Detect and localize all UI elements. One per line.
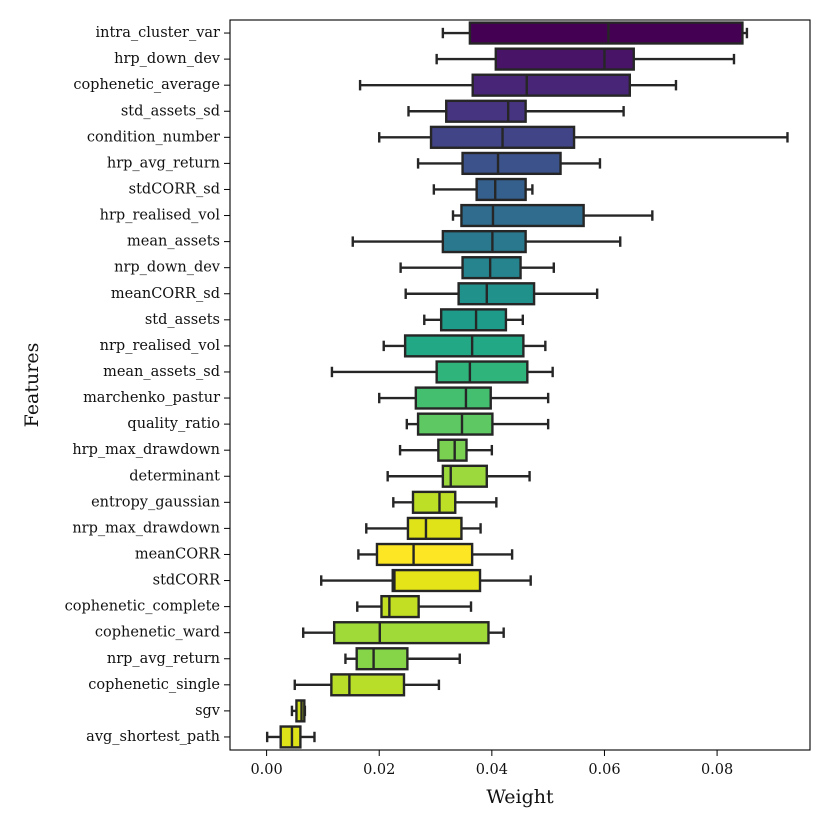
y-tick-label: std_assets	[145, 312, 220, 328]
y-tick-label: nrp_max_drawdown	[72, 520, 220, 536]
iqr-box	[457, 282, 536, 306]
y-tick-label: intra_cluster_var	[95, 25, 220, 41]
y-tick-label: meanCORR_sd	[111, 286, 220, 302]
y-tick-label: hrp_realised_vol	[100, 208, 221, 224]
y-tick-label: sgv	[195, 703, 221, 719]
iqr-box	[460, 203, 585, 228]
box-cophenetic_single	[293, 673, 441, 697]
iqr-box	[330, 673, 406, 697]
x-tick-label: 0.00	[250, 762, 282, 778]
iqr-box	[494, 47, 635, 71]
x-tick-label: 0.06	[588, 762, 620, 778]
box-cophenetic_ward	[302, 621, 505, 645]
box-meanCORR_sd	[404, 282, 599, 306]
y-axis-title: Features	[21, 343, 43, 428]
y-tick-label: determinant	[129, 468, 220, 484]
box-mean_assets	[351, 229, 622, 254]
box-hrp_down_dev	[435, 47, 736, 71]
x-tick-label: 0.08	[701, 762, 733, 778]
box-hrp_max_drawdown	[398, 438, 494, 462]
y-tick-label: mean_assets_sd	[103, 364, 220, 380]
box-intra_cluster_var	[441, 21, 749, 45]
box-nrp_avg_return	[344, 647, 461, 671]
y-tick-label: cophenetic_complete	[65, 599, 220, 615]
iqr-box	[468, 21, 744, 45]
box-cophenetic_complete	[356, 594, 473, 619]
box-hrp_realised_vol	[451, 203, 654, 228]
iqr-box	[475, 177, 527, 202]
y-tick-label: hrp_max_drawdown	[72, 442, 220, 458]
box-nrp_down_dev	[399, 256, 555, 280]
y-tick-label: stdCORR_sd	[129, 181, 220, 197]
iqr-box	[380, 594, 420, 619]
y-tick-label: hrp_avg_return	[107, 155, 220, 171]
iqr-box	[375, 542, 474, 567]
y-tick-label: quality_ratio	[127, 416, 220, 432]
box-sgv	[290, 699, 307, 723]
y-tick-label: nrp_realised_vol	[100, 338, 221, 354]
box-nrp_realised_vol	[382, 334, 547, 358]
box-determinant	[386, 464, 531, 488]
box-stdCORR	[320, 568, 532, 593]
iqr-box	[406, 516, 463, 541]
iqr-box	[437, 438, 468, 462]
y-tick-label: std_assets_sd	[121, 103, 220, 119]
x-tick-label: 0.02	[363, 762, 395, 778]
iqr-box	[441, 229, 527, 254]
box-nrp_max_drawdown	[365, 516, 482, 541]
y-tick-label: stdCORR	[153, 573, 221, 589]
iqr-box	[411, 490, 457, 514]
y-tick-label: nrp_down_dev	[114, 260, 221, 276]
iqr-box	[445, 99, 527, 123]
box-stdCORR_sd	[432, 177, 534, 202]
boxes-layer	[265, 21, 789, 749]
y-tick-label: mean_assets	[127, 234, 220, 250]
box-std_assets	[423, 308, 525, 332]
box-mean_assets_sd	[330, 360, 554, 384]
x-axis-title: Weight	[486, 786, 554, 808]
iqr-box	[416, 412, 494, 436]
iqr-box	[471, 73, 632, 97]
iqr-box	[435, 360, 529, 384]
box-quality_ratio	[405, 412, 550, 436]
y-tick-label: condition_number	[87, 129, 220, 145]
box-hrp_avg_return	[416, 151, 602, 176]
axes-layer: intra_cluster_var hrp_down_dev cophenetic_…	[65, 19, 811, 778]
box-cophenetic_average	[358, 73, 678, 97]
box-marchenko_pastur	[378, 386, 550, 410]
box-avg_shortest_path	[265, 725, 316, 749]
y-tick-label: marchenko_pastur	[83, 390, 220, 406]
y-tick-label: avg_shortest_path	[86, 729, 220, 745]
x-tick-label: 0.04	[476, 762, 508, 778]
y-tick-label: nrp_avg_return	[107, 651, 220, 667]
plot-frame	[229, 19, 811, 751]
y-tick-label: cophenetic_ward	[95, 625, 220, 641]
iqr-box	[355, 647, 409, 671]
box-std_assets_sd	[407, 99, 625, 123]
iqr-box	[414, 386, 492, 410]
iqr-box	[391, 568, 482, 593]
iqr-box	[279, 725, 302, 749]
iqr-box	[441, 464, 488, 488]
box-entropy_gaussian	[392, 490, 498, 514]
box-condition_number	[378, 125, 789, 149]
iqr-box	[332, 621, 490, 645]
iqr-box	[403, 334, 525, 358]
iqr-box	[461, 256, 522, 280]
box-meanCORR	[357, 542, 514, 567]
y-tick-label: cophenetic_average	[73, 77, 220, 93]
y-tick-label: entropy_gaussian	[91, 494, 220, 510]
y-tick-label: hrp_down_dev	[114, 51, 221, 67]
y-tick-label: cophenetic_single	[88, 677, 220, 693]
iqr-box	[439, 308, 508, 332]
y-tick-label: meanCORR	[135, 546, 221, 562]
iqr-box	[461, 151, 562, 176]
